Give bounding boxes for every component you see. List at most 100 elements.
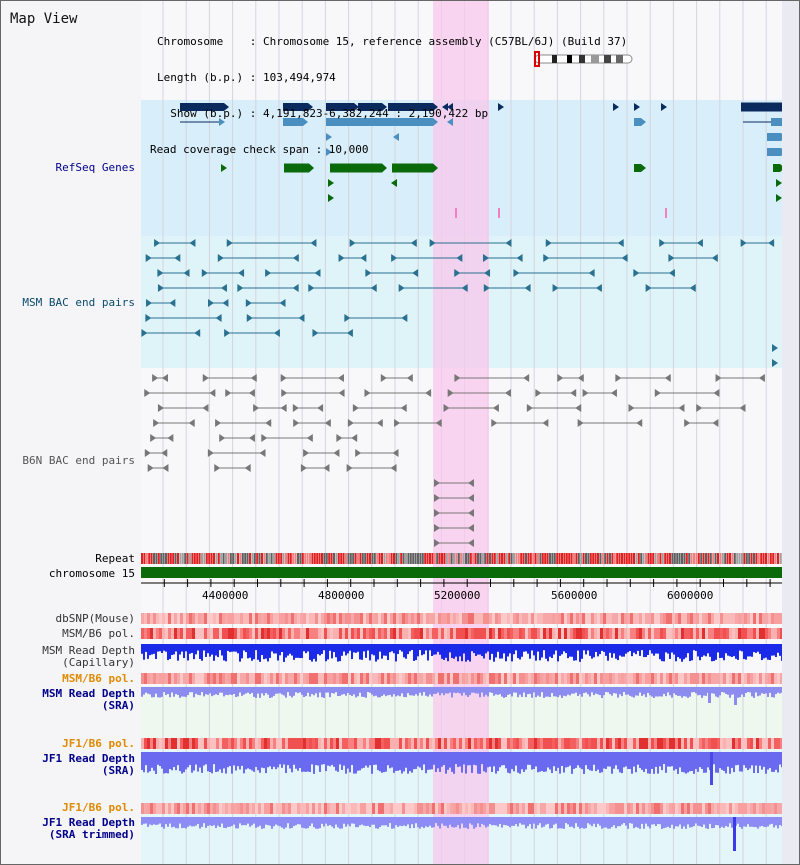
heat-cell (726, 738, 729, 749)
depth-bar (393, 644, 395, 654)
heat-cell (759, 803, 762, 814)
heat-cell (690, 738, 693, 749)
heat-cell (693, 673, 696, 684)
heat-cell (201, 738, 204, 749)
repeat-element (609, 553, 611, 564)
depth-bar (223, 644, 225, 661)
depth-bar (607, 817, 609, 829)
depth-bar (351, 817, 353, 824)
heat-cell (306, 803, 309, 814)
depth-bar (527, 752, 529, 765)
track-label-refseq[interactable]: RefSeq Genes (55, 161, 135, 174)
depth-bar (347, 752, 349, 769)
depth-bar (763, 644, 765, 659)
strand-arrow (468, 509, 474, 517)
track-label-b6n-bac[interactable]: B6N BAC end pairs (22, 454, 135, 467)
strand-arrow (633, 269, 640, 277)
depth-bar (625, 644, 627, 654)
depth-bar (179, 752, 181, 772)
repeat-element (748, 553, 751, 564)
depth-bar (367, 687, 369, 693)
depth-bar (455, 752, 457, 765)
depth-bar (285, 644, 287, 658)
heat-cell (309, 738, 312, 749)
heat-cell (444, 628, 447, 639)
heat-cell (351, 613, 354, 624)
heat-cell (408, 628, 411, 639)
depth-bar (771, 644, 773, 656)
heat-cell (285, 628, 288, 639)
strand-arrow (144, 449, 151, 457)
depth-bar (731, 687, 733, 695)
depth-bar (383, 817, 385, 826)
heat-cell (441, 628, 444, 639)
depth-bar (355, 687, 357, 698)
heat-cell (156, 628, 159, 639)
depth-bar (389, 687, 391, 695)
heat-cell (171, 738, 174, 749)
heat-cell (273, 673, 276, 684)
heat-cell (216, 628, 219, 639)
depth-bar (467, 687, 469, 697)
strand-arrow (207, 449, 214, 457)
depth-bar (331, 687, 333, 694)
heat-cell (369, 613, 372, 624)
repeat-element (443, 553, 446, 564)
track-label-msm-bac[interactable]: MSM BAC end pairs (22, 296, 135, 309)
heat-cell (393, 628, 396, 639)
depth-bar (239, 817, 241, 824)
strand-arrow (482, 254, 489, 262)
depth-bar (537, 752, 539, 773)
depth-bar (739, 644, 741, 651)
depth-bar (595, 644, 597, 652)
heat-cell (714, 628, 717, 639)
depth-bar (413, 687, 415, 696)
depth-bar (251, 644, 253, 661)
depth-bar (299, 644, 301, 659)
depth-bar (251, 817, 253, 826)
heat-cell (267, 628, 270, 639)
heat-cell (672, 628, 675, 639)
depth-bar (471, 687, 473, 693)
depth-bar (199, 752, 201, 768)
depth-bar (655, 687, 657, 697)
depth-bar (779, 752, 781, 765)
depth-bar (395, 817, 397, 826)
heat-cell (336, 628, 339, 639)
repeat-element (460, 553, 463, 564)
heat-cell (714, 803, 717, 814)
heat-cell (636, 673, 639, 684)
depth-bar (241, 817, 243, 826)
heat-cell (681, 738, 684, 749)
depth-bar (155, 644, 157, 659)
depth-bar (237, 644, 239, 654)
strand-arrow (577, 374, 584, 382)
heat-cell (432, 673, 435, 684)
heat-cell (492, 613, 495, 624)
heat-cell (234, 673, 237, 684)
heat-cell (576, 613, 579, 624)
heat-cell (621, 673, 624, 684)
heat-cell (351, 803, 354, 814)
depth-bar (325, 687, 327, 693)
heat-cell (528, 628, 531, 639)
depth-bar (277, 752, 279, 768)
heat-cell (627, 803, 630, 814)
depth-bar (739, 687, 741, 698)
heat-cell (720, 673, 723, 684)
heat-cell (765, 738, 768, 749)
depth-bar (275, 687, 277, 694)
depth-bar (661, 817, 663, 829)
depth-bar (503, 752, 505, 766)
heat-cell (360, 673, 363, 684)
heat-cell (267, 738, 270, 749)
repeat-element (709, 553, 712, 564)
heat-cell (228, 738, 231, 749)
depth-bar (591, 644, 593, 659)
heat-cell (198, 673, 201, 684)
depth-bar (247, 644, 249, 659)
strand-arrow (280, 404, 287, 412)
heat-cell (657, 673, 660, 684)
heat-cell (387, 673, 390, 684)
